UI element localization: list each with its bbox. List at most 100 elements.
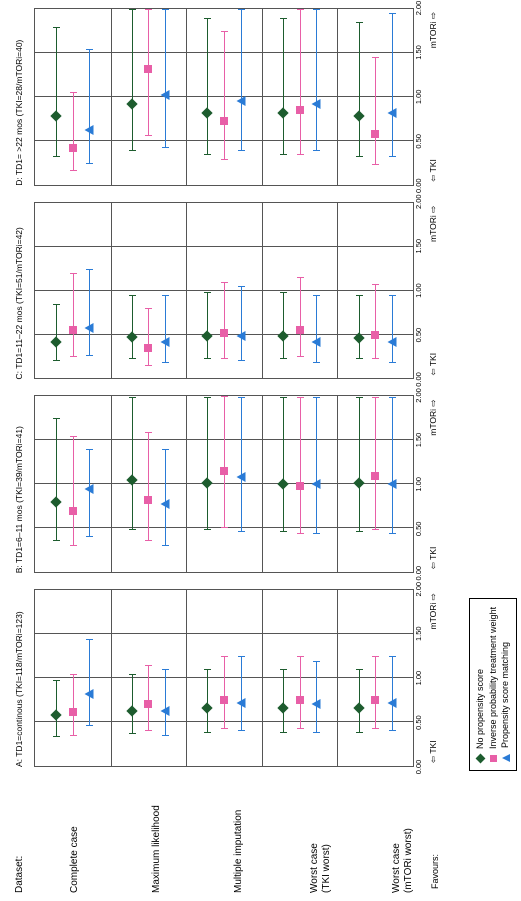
ci-bar — [148, 432, 149, 542]
triangle-icon — [85, 323, 94, 333]
diamond-icon — [202, 477, 213, 488]
ci-bar — [56, 680, 57, 737]
forest-panel: B: TD1=6–11 mos (TKI=39/mTORi=41)0.000.5… — [4, 396, 444, 574]
square-icon — [371, 331, 379, 339]
square-icon — [371, 472, 379, 480]
triangle-icon — [236, 472, 245, 482]
triangle-icon — [161, 337, 170, 347]
ci-bar — [89, 49, 90, 164]
legend-nps: No propensity score — [474, 669, 487, 749]
x-tick: 2.00 — [414, 388, 423, 403]
ci-bar — [73, 93, 74, 171]
ci-bar — [241, 9, 242, 151]
ci-bar — [392, 13, 393, 156]
x-tick: 1.00 — [414, 90, 423, 105]
diamond-icon — [277, 107, 288, 118]
square-icon — [220, 467, 228, 475]
triangle-icon — [236, 331, 245, 341]
x-axis: 0.000.501.001.502.00 — [414, 589, 428, 767]
x-tick: 1.00 — [414, 477, 423, 492]
x-tick: 2.00 — [414, 582, 423, 597]
x-tick: 2.00 — [414, 1, 423, 16]
gridline-h — [111, 397, 112, 573]
triangle-icon — [161, 90, 170, 100]
x-tick: 0.00 — [414, 372, 423, 387]
ci-bar — [392, 397, 393, 534]
ci-bar — [207, 669, 208, 732]
diamond-icon — [126, 98, 137, 109]
triangle-icon — [387, 337, 396, 347]
legend-ipw: Inverse probability treatment weight — [487, 607, 500, 749]
diamond-icon — [202, 702, 213, 713]
triangle-icon — [312, 700, 321, 710]
favour-left: ⇦ TKI — [428, 159, 444, 182]
ci-bar — [165, 669, 166, 736]
triangle-icon — [161, 706, 170, 716]
ci-bar — [73, 674, 74, 736]
triangle-icon — [85, 689, 94, 699]
ci-bar — [73, 436, 74, 546]
square-icon — [371, 130, 379, 138]
x-tick: 0.00 — [414, 566, 423, 581]
x-tick: 1.50 — [414, 433, 423, 448]
square-icon — [144, 496, 152, 504]
diamond-icon — [50, 111, 61, 122]
gridline-v — [35, 633, 413, 634]
diamond-icon — [277, 331, 288, 342]
ci-bar — [165, 9, 166, 148]
gridline-h — [111, 590, 112, 766]
square-icon — [220, 696, 228, 704]
ci-bar — [73, 273, 74, 357]
square-icon — [220, 117, 228, 125]
diamond-icon — [277, 702, 288, 713]
diamond-icon — [476, 754, 486, 764]
triangle-icon — [387, 479, 396, 489]
ci-bar — [300, 397, 301, 534]
gridline-h — [262, 203, 263, 379]
square-icon — [69, 326, 77, 334]
triangle-icon — [312, 337, 321, 347]
gridline-h — [337, 590, 338, 766]
diamond-icon — [277, 479, 288, 490]
triangle-icon — [312, 99, 321, 109]
gridline-h — [262, 590, 263, 766]
ci-bar — [316, 661, 317, 733]
favour-right: mTORi ⇨ — [428, 593, 444, 629]
gridline-h — [337, 9, 338, 185]
x-tick: 1.50 — [414, 45, 423, 60]
gridline-h — [111, 9, 112, 185]
ci-bar — [56, 418, 57, 541]
diamond-icon — [353, 702, 364, 713]
x-axis: 0.000.501.001.502.00 — [414, 202, 428, 380]
x-tick: 0.50 — [414, 715, 423, 730]
triangle-icon — [161, 499, 170, 509]
ci-bar — [300, 656, 301, 729]
ci-bar — [316, 397, 317, 534]
gridline-h — [186, 203, 187, 379]
square-icon — [296, 326, 304, 334]
x-tick: 1.00 — [414, 671, 423, 686]
ci-bar — [148, 665, 149, 731]
ci-bar — [165, 295, 166, 363]
square-icon — [69, 507, 77, 515]
ci-bar — [241, 397, 242, 532]
gridline-h — [337, 203, 338, 379]
x-tick: 2.00 — [414, 194, 423, 209]
favour-right: mTORi ⇨ — [428, 400, 444, 436]
x-tick: 0.00 — [414, 178, 423, 193]
panel-title: D: TD1= >22 mos (TKI=28/mTORi=40) — [4, 8, 34, 186]
ci-bar — [224, 656, 225, 729]
favours-row: ⇦ TKImTORi ⇨ — [428, 589, 444, 767]
ci-bar — [207, 18, 208, 155]
ci-bar — [132, 674, 133, 735]
panel-title: C: TD1=11–22 mos (TKI=51/mTORi=42) — [4, 202, 34, 380]
ci-bar — [300, 277, 301, 357]
triangle-icon — [387, 108, 396, 118]
ci-bar — [316, 295, 317, 363]
legend: No propensity score Inverse probability … — [469, 598, 517, 771]
square-icon — [144, 344, 152, 352]
ci-bar — [375, 284, 376, 360]
favours-row: ⇦ TKImTORi ⇨ — [428, 202, 444, 380]
panel-title: A: TD1=continous (TKI=118/mTORi=123) — [4, 589, 34, 767]
ci-bar — [241, 286, 242, 361]
